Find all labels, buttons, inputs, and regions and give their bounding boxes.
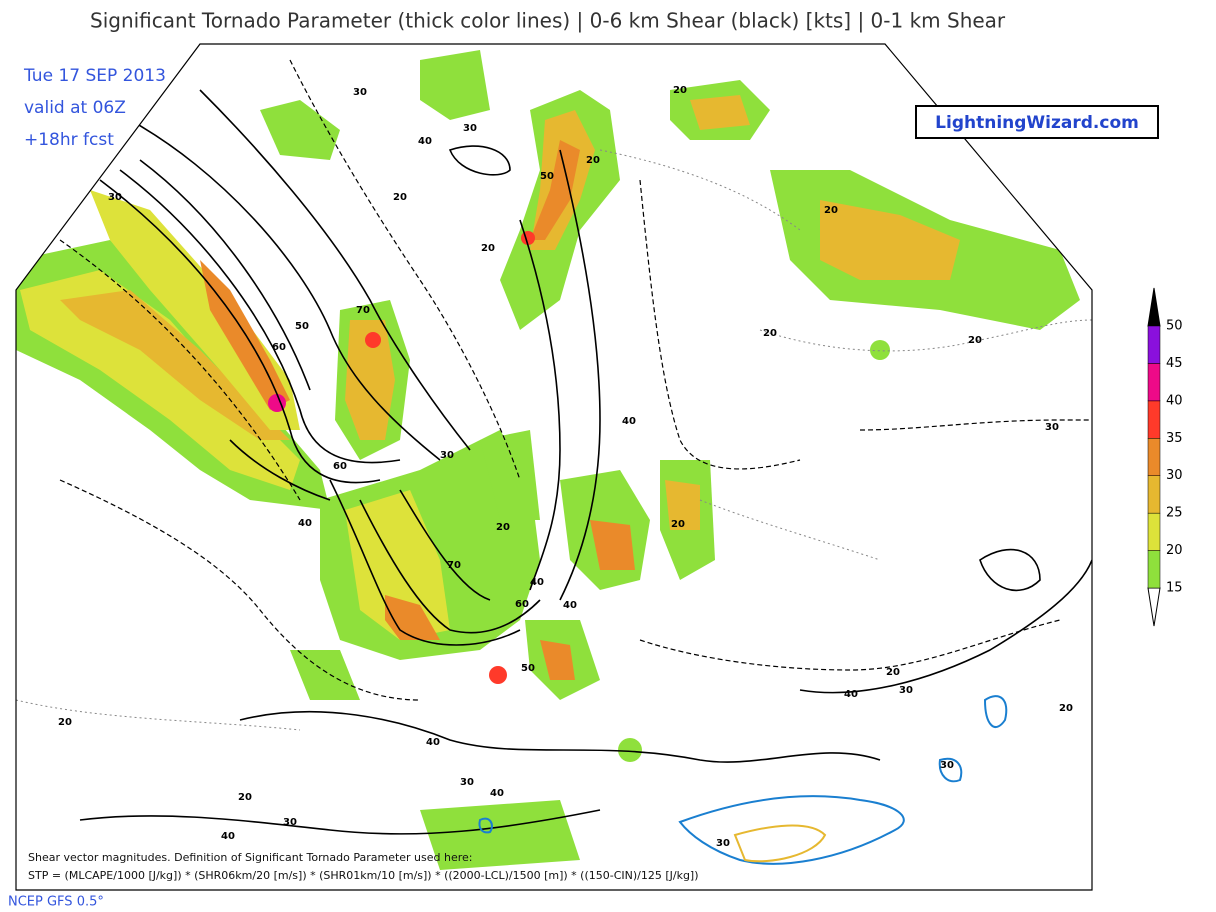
contour-label: 30 xyxy=(353,87,367,98)
legend-swatch xyxy=(1147,363,1161,402)
legend-label: 40 xyxy=(1166,393,1183,408)
model: NCEP GFS 0.5° xyxy=(8,895,104,910)
shear-contours xyxy=(16,59,1092,835)
contour-label: 30 xyxy=(463,123,477,134)
brand: LightningWizard.com xyxy=(935,113,1139,133)
contour-label: 70 xyxy=(356,305,370,316)
contour-label: 40 xyxy=(418,136,432,147)
low-level-shear xyxy=(478,695,1008,865)
contour-label: 60 xyxy=(515,599,529,610)
contour-label: 20 xyxy=(393,192,407,203)
legend-label: 30 xyxy=(1166,468,1183,483)
contour-label: 40 xyxy=(426,737,440,748)
contour-label: 60 xyxy=(333,461,347,472)
contour-label: 20 xyxy=(496,522,510,533)
contour-label: 60 xyxy=(272,342,286,353)
stp-shading xyxy=(16,50,1080,870)
legend-label: 25 xyxy=(1166,506,1183,521)
legend-swatch xyxy=(1147,512,1161,551)
contour-label: 50 xyxy=(521,663,535,674)
contour-label: 20 xyxy=(586,155,600,166)
legend-label: 45 xyxy=(1166,356,1183,371)
forecast-hour: +18hr fcst xyxy=(24,130,114,150)
contour-label: 40 xyxy=(298,518,312,529)
contour-label: 20 xyxy=(481,243,495,254)
contour-label: 40 xyxy=(844,689,858,700)
contour-label: 30 xyxy=(1045,422,1059,433)
contour-label: 50 xyxy=(295,321,309,332)
legend-label: 20 xyxy=(1166,543,1183,558)
contour-label: 30 xyxy=(460,777,474,788)
brand-box xyxy=(915,105,1159,139)
contour-label: 20 xyxy=(58,717,72,728)
contour-label: 50 xyxy=(540,171,554,182)
legend: 15 20 25 30 35 40 45 50 xyxy=(1147,287,1183,627)
contour-label: 30 xyxy=(940,760,954,771)
contour-label: 70 xyxy=(447,560,461,571)
legend-swatch xyxy=(1147,438,1161,476)
contour-label: 20 xyxy=(968,335,982,346)
legend-swatch xyxy=(1147,475,1161,514)
contour-label: 20 xyxy=(673,85,687,96)
contour-label: 20 xyxy=(671,519,685,530)
legend-bottom-arrow xyxy=(1147,587,1161,627)
footnote: Shear vector magnitudes. Definition of S… xyxy=(28,851,473,864)
contour-label: 30 xyxy=(108,192,122,203)
contour-label: 40 xyxy=(563,600,577,611)
legend-label: 15 xyxy=(1166,581,1183,596)
contour-label: 30 xyxy=(440,450,454,461)
title: Significant Tornado Parameter (thick col… xyxy=(90,9,1006,33)
date: Tue 17 SEP 2013 xyxy=(23,66,166,86)
legend-label: 35 xyxy=(1166,431,1183,446)
contour-label: 40 xyxy=(490,788,504,799)
valid-time: valid at 06Z xyxy=(24,98,126,118)
legend-swatch xyxy=(1147,325,1161,364)
formula: STP = (MLCAPE/1000 [J/kg]) * (SHR06km/20… xyxy=(28,869,699,882)
legend-label: 50 xyxy=(1166,319,1183,334)
contour-label: 30 xyxy=(899,685,913,696)
legend-top-arrow xyxy=(1147,287,1161,327)
contour-label: 20 xyxy=(1059,703,1073,714)
legend-swatch xyxy=(1147,400,1161,439)
legend-swatch xyxy=(1147,550,1161,589)
contour-label: 20 xyxy=(824,205,838,216)
map-frame xyxy=(15,43,1093,891)
contour-label: 20 xyxy=(238,792,252,803)
contour-label: 30 xyxy=(716,838,730,849)
contour-label: 40 xyxy=(622,416,636,427)
contour-labels: 3040302030502020202020205060703060404030… xyxy=(58,85,1073,849)
contour-label: 20 xyxy=(763,328,777,339)
contour-label: 40 xyxy=(221,831,235,842)
contour-label: 20 xyxy=(886,667,900,678)
contour-label: 30 xyxy=(283,817,297,828)
contour-label: 40 xyxy=(530,577,544,588)
